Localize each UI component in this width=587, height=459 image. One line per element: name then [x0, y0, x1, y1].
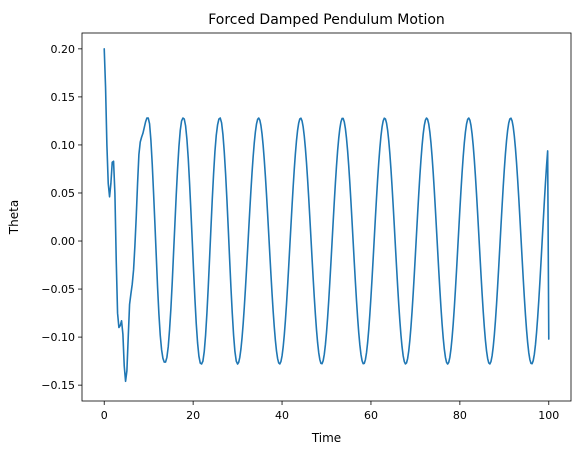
- x-tick-label: 0: [101, 409, 108, 422]
- x-tick-label: 20: [186, 409, 200, 422]
- y-tick-label: −0.10: [41, 331, 75, 344]
- chart-title: Forced Damped Pendulum Motion: [208, 12, 445, 28]
- y-tick-label: 0.00: [51, 235, 76, 248]
- x-tick-label: 60: [364, 409, 378, 422]
- y-tick-label: 0.15: [51, 91, 76, 104]
- y-tick-label: 0.10: [51, 139, 76, 152]
- y-tick-label: −0.05: [41, 283, 75, 296]
- axes-frame: [81, 32, 572, 402]
- y-tick-label: 0.20: [51, 43, 76, 56]
- y-axis-ticks: −0.15 −0.10 −0.05 0.00 0.05 0.10 0.15 0.20: [41, 43, 82, 392]
- y-tick-label: −0.15: [41, 379, 75, 392]
- x-axis-label: Time: [311, 431, 341, 445]
- x-axis-ticks: 0 20 40 60 80 100: [101, 401, 559, 422]
- y-axis-label: Theta: [7, 200, 21, 235]
- y-tick-label: 0.05: [51, 187, 76, 200]
- plot-area: [103, 48, 550, 383]
- x-tick-label: 40: [275, 409, 289, 422]
- x-tick-label: 100: [538, 409, 559, 422]
- series-line: [103, 48, 550, 383]
- x-tick-label: 80: [453, 409, 467, 422]
